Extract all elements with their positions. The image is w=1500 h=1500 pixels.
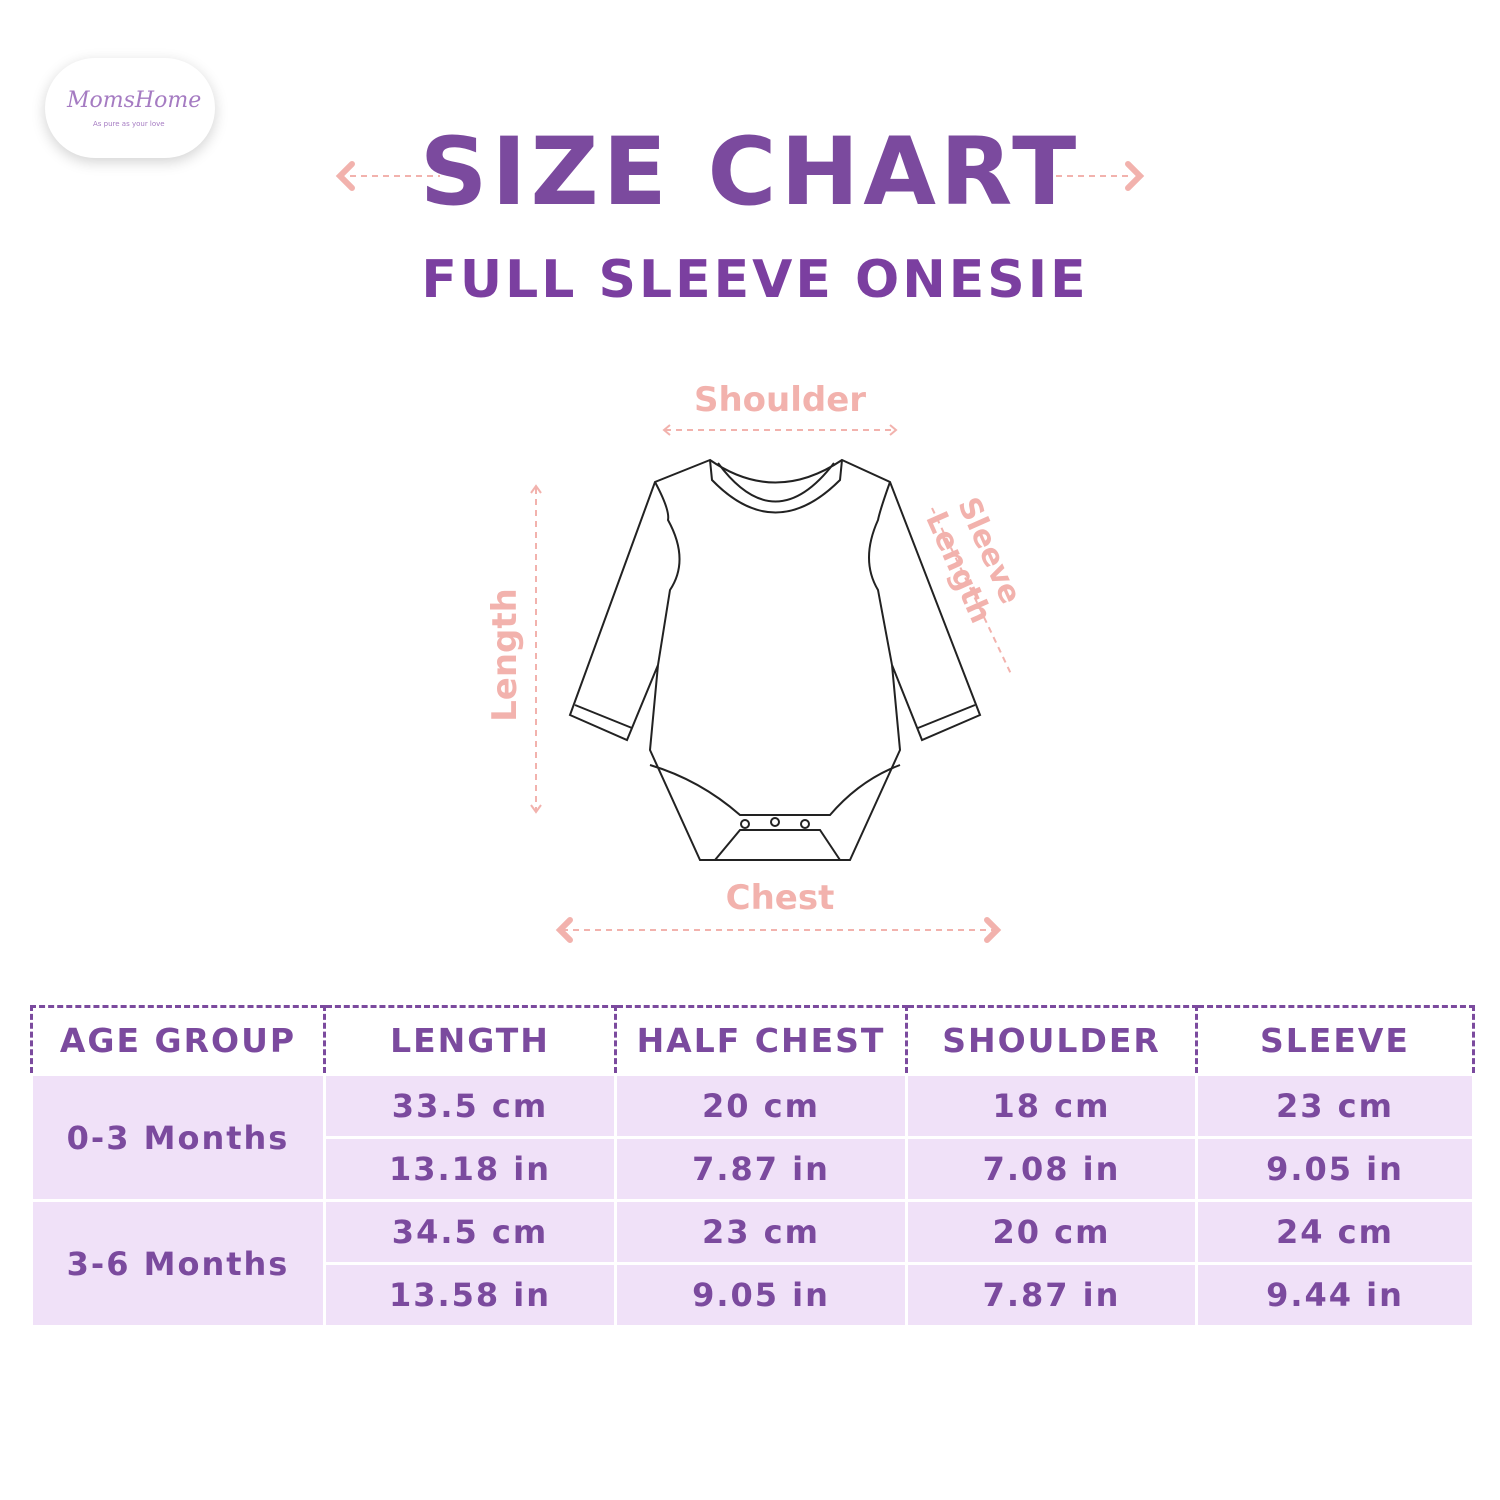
length-cm: 33.5 cm bbox=[323, 1073, 617, 1139]
sleeve-cm: 23 cm bbox=[1195, 1073, 1475, 1139]
header-half-chest: HALF CHEST bbox=[614, 1005, 908, 1076]
length-cm: 34.5 cm bbox=[323, 1199, 617, 1265]
chevron-left-icon bbox=[555, 917, 573, 943]
sleeve-cm: 24 cm bbox=[1195, 1199, 1475, 1265]
table-row: 0-3 Months 33.5 cm 20 cm 18 cm 23 cm bbox=[30, 1073, 1475, 1202]
chest-cm: 20 cm bbox=[614, 1073, 908, 1139]
chevron-right-icon bbox=[984, 917, 1002, 943]
length-in: 13.58 in bbox=[323, 1262, 617, 1328]
shoulder-in: 7.08 in bbox=[905, 1136, 1198, 1202]
table-row: 13.18 in 7.87 in 7.08 in 9.05 in bbox=[32, 1136, 1475, 1202]
logo-tagline: As pure as your love bbox=[93, 120, 165, 128]
page-subtitle: FULL SLEEVE ONESIE bbox=[421, 250, 1089, 310]
age-cell: 0-3 Months bbox=[30, 1073, 326, 1202]
chest-in: 7.87 in bbox=[614, 1136, 908, 1202]
sleeve-in: 9.44 in bbox=[1195, 1262, 1475, 1328]
shoulder-in: 7.87 in bbox=[905, 1262, 1198, 1328]
header-length: LENGTH bbox=[323, 1005, 617, 1076]
chest-label: Chest bbox=[725, 878, 835, 918]
chevron-right-icon bbox=[1125, 161, 1145, 191]
cloud-shape bbox=[45, 58, 215, 158]
chevron-left-icon bbox=[335, 161, 355, 191]
header-sleeve: SLEEVE bbox=[1195, 1005, 1475, 1076]
length-in: 13.18 in bbox=[323, 1136, 617, 1202]
sleeve-arrow bbox=[931, 507, 1013, 677]
size-table: AGE GROUP LENGTH HALF CHEST SHOULDER SLE… bbox=[30, 1005, 1475, 1328]
onesie-illustration bbox=[568, 458, 982, 861]
table-row: 13.58 in 9.05 in 7.87 in 9.44 in bbox=[32, 1262, 1475, 1328]
page-title: SIZE CHART bbox=[419, 118, 1081, 227]
header-age-group: AGE GROUP bbox=[30, 1005, 326, 1076]
table-header: AGE GROUP LENGTH HALF CHEST SHOULDER SLE… bbox=[30, 1005, 1475, 1076]
logo: MomsHome As pure as your love bbox=[45, 58, 215, 158]
shoulder-label: Shoulder bbox=[693, 380, 867, 420]
age-cell: 3-6 Months bbox=[30, 1199, 326, 1328]
chest-cm: 23 cm bbox=[614, 1199, 908, 1265]
logo-brand: MomsHome bbox=[67, 88, 202, 113]
shoulder-cm: 20 cm bbox=[905, 1199, 1198, 1265]
header-shoulder: SHOULDER bbox=[905, 1005, 1198, 1076]
chest-in: 9.05 in bbox=[614, 1262, 908, 1328]
sleeve-in: 9.05 in bbox=[1195, 1136, 1475, 1202]
table-row: 3-6 Months 34.5 cm 23 cm 20 cm 24 cm bbox=[30, 1199, 1475, 1328]
shoulder-cm: 18 cm bbox=[905, 1073, 1198, 1139]
length-label: Length bbox=[485, 588, 525, 722]
